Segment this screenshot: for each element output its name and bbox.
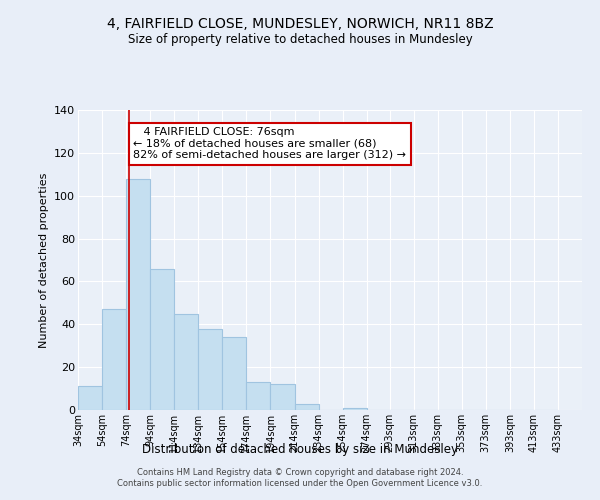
Text: Contains HM Land Registry data © Crown copyright and database right 2024.
Contai: Contains HM Land Registry data © Crown c… — [118, 468, 482, 487]
Bar — [198, 328, 223, 410]
Bar — [343, 408, 367, 410]
Bar — [295, 404, 319, 410]
Bar — [102, 310, 126, 410]
Text: Size of property relative to detached houses in Mundesley: Size of property relative to detached ho… — [128, 32, 472, 46]
Bar — [150, 268, 174, 410]
Bar — [126, 178, 150, 410]
Text: 4 FAIRFIELD CLOSE: 76sqm
← 18% of detached houses are smaller (68)
82% of semi-d: 4 FAIRFIELD CLOSE: 76sqm ← 18% of detach… — [133, 127, 406, 160]
Text: 4, FAIRFIELD CLOSE, MUNDESLEY, NORWICH, NR11 8BZ: 4, FAIRFIELD CLOSE, MUNDESLEY, NORWICH, … — [107, 18, 493, 32]
Bar — [78, 386, 102, 410]
Bar — [223, 337, 247, 410]
Text: Distribution of detached houses by size in Mundesley: Distribution of detached houses by size … — [142, 442, 458, 456]
Y-axis label: Number of detached properties: Number of detached properties — [38, 172, 49, 348]
Bar — [247, 382, 271, 410]
Bar — [174, 314, 198, 410]
Bar — [271, 384, 295, 410]
